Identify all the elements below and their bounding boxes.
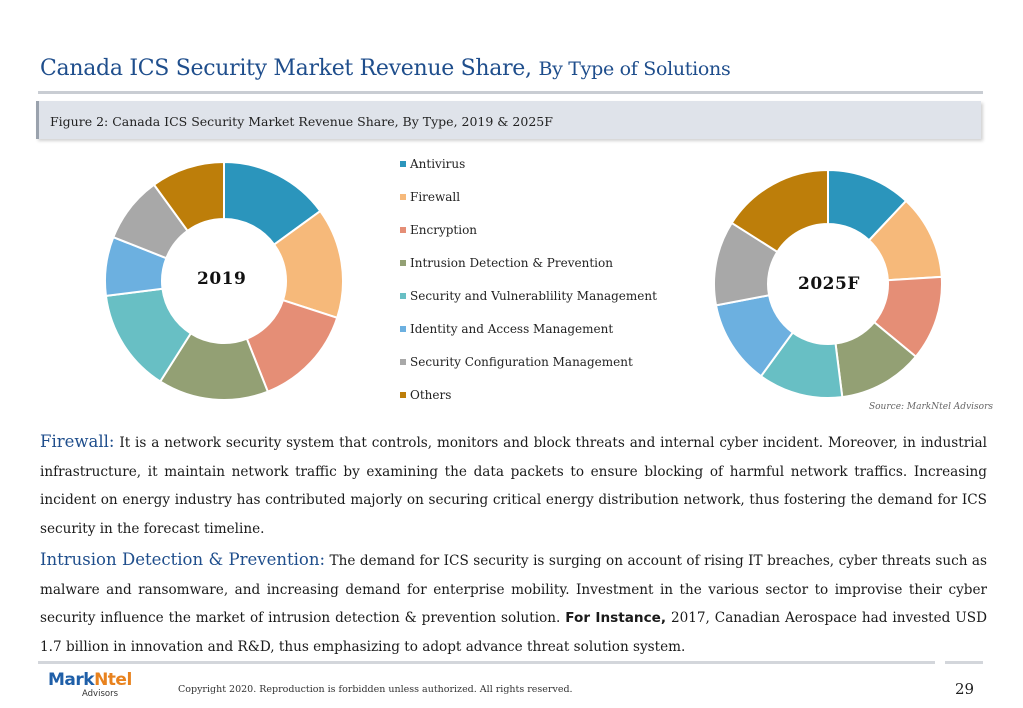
legend-item-security-configuration: Security Configuration Management [400,355,633,369]
legend-swatch [400,293,406,299]
legend-swatch [400,260,406,266]
paragraph-body: The demand for ICS security is surging o… [40,553,987,627]
company-logo: MarkNtel Advisors [48,670,132,700]
logo-subtext: Advisors [82,689,119,699]
donut-chart-2025f [713,168,943,399]
paragraph-firewall: Firewall: It is a network security syste… [40,428,987,544]
legend-item-others: Others [400,388,451,402]
donut-slice-others [730,168,829,254]
legend-swatch [400,359,406,365]
paragraph-body: 2017, Canadian Aerospace had invested US… [40,610,987,656]
figure-source: Source: MarkNtel Advisors [868,402,993,412]
paragraph-heading: Intrusion Detection & Prevention: [40,550,326,569]
legend-label: Intrusion Detection & Prevention [410,256,613,270]
legend-swatch [400,392,406,398]
legend-label: Identity and Access Management [410,322,614,336]
legend-label: Firewall [410,190,461,204]
donut-chart-2019 [104,160,344,401]
legend-item-security-vulnerability: Security and Vulnerablility Management [400,289,657,303]
legend-item-firewall: Firewall [400,190,460,204]
legend-label: Others [410,388,452,402]
donut-slice-others [152,160,225,233]
legend-label: Encryption [410,223,478,237]
legend-item-intrusion-detection: Intrusion Detection & Prevention [400,256,613,270]
paragraph-emphasis: For Instance, [565,610,667,627]
legend-swatch [400,194,406,200]
logo-wordmark: MarkNtel [48,670,132,690]
paragraph-heading: Firewall: [40,432,115,451]
donut-label-2025f: 2025F [798,274,860,294]
footer-divider [38,661,935,664]
legend-swatch [400,161,406,167]
legend-swatch [400,227,406,233]
figure-caption: Figure 2: Canada ICS Security Market Rev… [50,114,553,129]
title-main: Canada ICS Security Market Revenue Share… [40,56,532,81]
page-title: Canada ICS Security Market Revenue Share… [40,56,731,81]
paragraph-body: It is a network security system that con… [40,435,988,538]
legend-swatch [400,326,406,332]
legend-label: Security Configuration Management [410,355,633,369]
title-divider [38,91,983,94]
legend-item-antivirus: Antivirus [400,157,465,171]
figure-caption-bar: Figure 2: Canada ICS Security Market Rev… [36,101,981,139]
title-sub: By Type of Solutions [538,58,731,80]
legend-item-encryption: Encryption [400,223,477,237]
legend-label: Security and Vulnerablility Management [410,289,657,303]
footer-divider-short [945,661,983,664]
legend-item-identity-access: Identity and Access Management [400,322,613,336]
paragraph-intrusion-detection: Intrusion Detection & Prevention: The de… [40,546,987,662]
donut-label-2019: 2019 [197,269,247,289]
page-number: 29 [955,680,975,698]
copyright-notice: Copyright 2020. Reproduction is forbidde… [178,684,573,695]
legend-label: Antivirus [410,157,466,171]
